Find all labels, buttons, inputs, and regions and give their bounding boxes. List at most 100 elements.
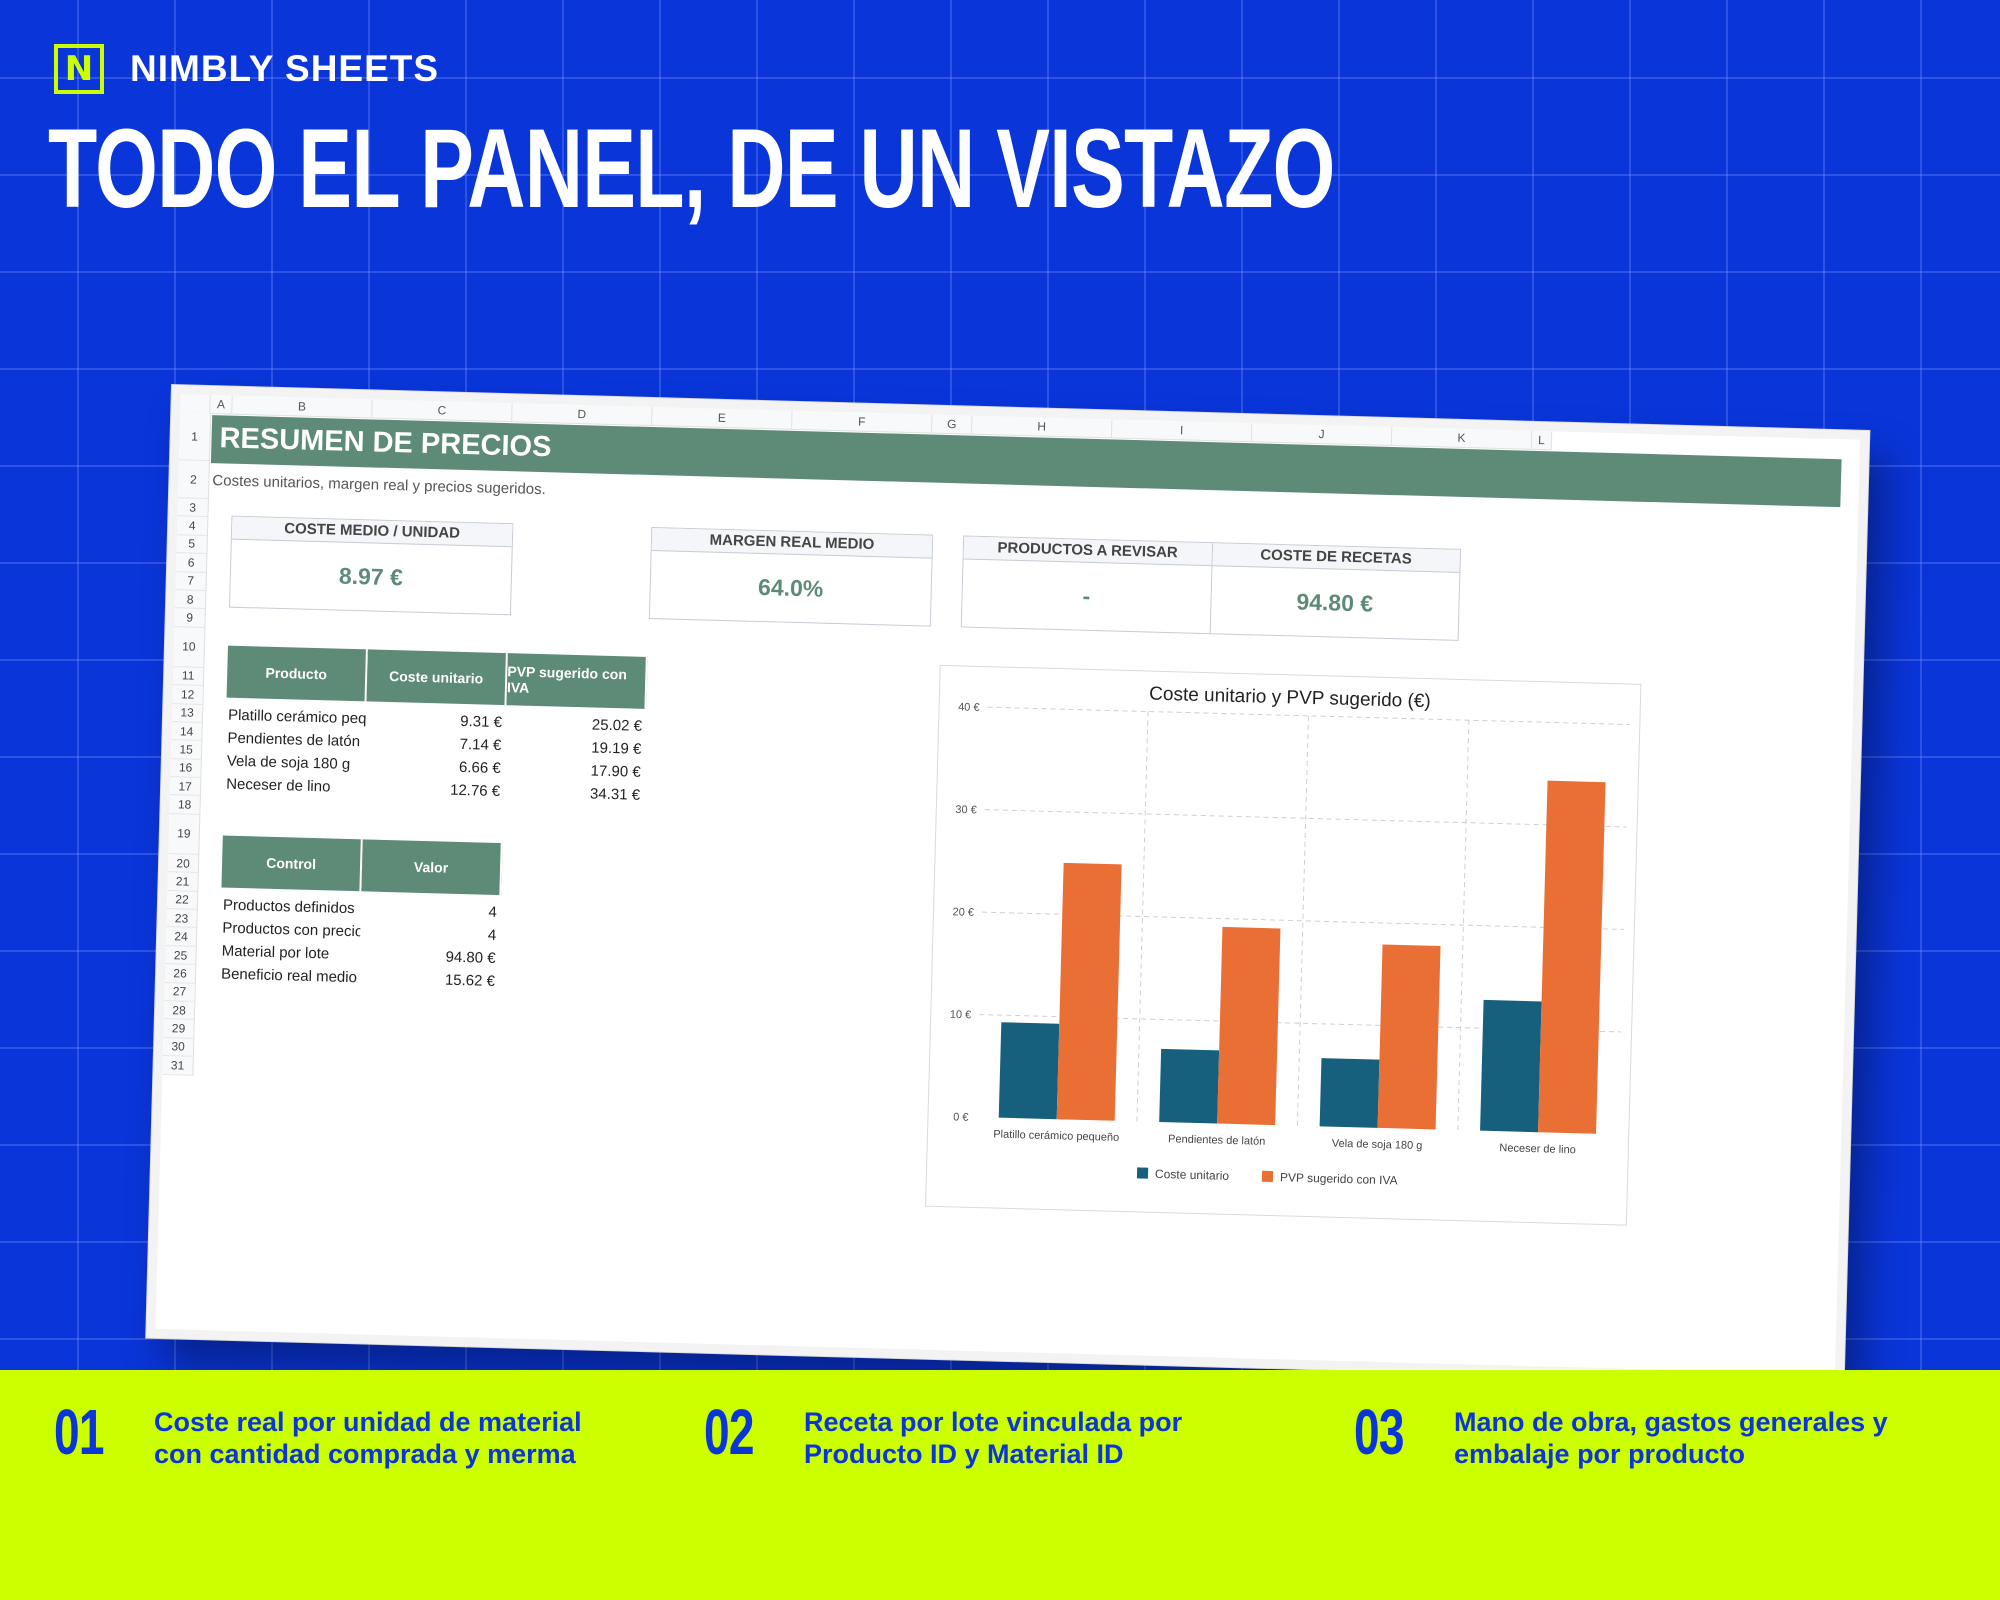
row-header-6[interactable]: 6 bbox=[175, 553, 207, 573]
feature-number: 01 bbox=[54, 1396, 105, 1468]
legend-label: Coste unitario bbox=[1155, 1167, 1230, 1183]
chart-title: Coste unitario y PVP sugerido (€) bbox=[1149, 684, 1431, 713]
y-tick-label: 40 € bbox=[958, 701, 980, 714]
cell-producto: Neceser de lino bbox=[225, 775, 331, 796]
row-header-23[interactable]: 23 bbox=[166, 909, 197, 929]
row-header-12[interactable]: 12 bbox=[172, 685, 203, 705]
gridline bbox=[987, 706, 1630, 726]
column-header-d[interactable]: D bbox=[512, 403, 653, 426]
column-header-j[interactable]: J bbox=[1251, 423, 1393, 446]
column-header-a[interactable]: A bbox=[210, 395, 233, 414]
gridline bbox=[982, 911, 1624, 930]
chart-svg: Coste unitario y PVP sugerido (€) 0 € 10 €… bbox=[950, 684, 1630, 1187]
column-header-g[interactable]: G bbox=[931, 414, 973, 434]
row-header-13[interactable]: 13 bbox=[171, 703, 203, 723]
brand: N NIMBLY SHEETS bbox=[54, 44, 439, 94]
row-header-1[interactable]: 1 bbox=[178, 412, 211, 462]
cell-control: Material por lote bbox=[221, 942, 330, 963]
row-header-4[interactable]: 4 bbox=[176, 516, 208, 536]
row-header-2[interactable]: 2 bbox=[177, 460, 209, 500]
cell-coste: 7.14 € bbox=[459, 735, 502, 755]
row-header-5[interactable]: 5 bbox=[176, 534, 207, 555]
bar-pvp bbox=[1377, 944, 1441, 1130]
page-headline: TODO EL PANEL, DE UN VISTAZO bbox=[48, 106, 1335, 231]
kpi-coste-recetas: COSTE DE RECETAS 94.80 € bbox=[1209, 543, 1461, 640]
column-header-b[interactable]: B bbox=[232, 395, 373, 418]
feature-text: Receta por lote vinculada por Producto I… bbox=[804, 1407, 1183, 1469]
kpi-group: PRODUCTOS A REVISAR - COSTE DE RECETAS 9… bbox=[960, 535, 1462, 641]
row-header-10[interactable]: 10 bbox=[173, 626, 205, 668]
y-tick-label: 20 € bbox=[952, 906, 974, 919]
cell-pvp: 25.02 € bbox=[591, 716, 643, 735]
table-header: Control Valor bbox=[221, 835, 503, 896]
kpi-value: 64.0% bbox=[757, 573, 824, 602]
sheet-subtitle: Costes unitarios, margen real y precios … bbox=[212, 472, 547, 499]
legend-swatch bbox=[1136, 1167, 1149, 1179]
y-tick-label: 0 € bbox=[953, 1111, 969, 1123]
cell-valor: 15.62 € bbox=[444, 971, 496, 990]
header-producto: Producto bbox=[226, 645, 368, 702]
row-header-19[interactable]: 19 bbox=[168, 813, 200, 855]
row-header-24[interactable]: 24 bbox=[165, 927, 197, 947]
column-header-k[interactable]: K bbox=[1391, 427, 1533, 449]
row-header-17[interactable]: 17 bbox=[169, 777, 201, 797]
brand-logo-icon: N bbox=[54, 44, 104, 94]
row-header-22[interactable]: 22 bbox=[166, 890, 198, 910]
y-tick-label: 10 € bbox=[950, 1009, 972, 1022]
row-header-15[interactable]: 15 bbox=[170, 740, 202, 760]
cell-producto: Pendientes de latón bbox=[227, 729, 361, 751]
row-header-11[interactable]: 11 bbox=[172, 666, 204, 687]
corner-cell bbox=[180, 394, 211, 414]
kpi-value: 94.80 € bbox=[1296, 588, 1374, 617]
header-control: Control bbox=[221, 835, 363, 892]
column-header-l[interactable]: L bbox=[1531, 430, 1553, 450]
gridline bbox=[984, 809, 1627, 828]
kpi-productos-revisar: PRODUCTOS A REVISAR - bbox=[962, 536, 1212, 633]
cell-control: Productos con precio rea bbox=[222, 919, 361, 941]
row-header-28[interactable]: 28 bbox=[163, 1001, 195, 1021]
row-header-26[interactable]: 26 bbox=[164, 964, 196, 984]
cell-coste: 9.31 € bbox=[460, 712, 503, 732]
x-tick-label: Vela de soja 180 g bbox=[1332, 1138, 1423, 1152]
column-header-h[interactable]: H bbox=[971, 415, 1113, 438]
row-header-3[interactable]: 3 bbox=[177, 498, 208, 518]
x-tick-label: Neceser de lino bbox=[1499, 1142, 1576, 1156]
row-header-16[interactable]: 16 bbox=[170, 758, 201, 778]
sheet-title: RESUMEN DE PRECIOS bbox=[219, 422, 552, 464]
row-header-30[interactable]: 30 bbox=[162, 1037, 194, 1057]
feature-2: 02 Receta por lote vinculada por Product… bbox=[704, 1400, 1274, 1470]
row-header-29[interactable]: 29 bbox=[163, 1019, 194, 1039]
feature-1: 01 Coste real por unidad de material con… bbox=[54, 1400, 624, 1470]
column-header-e[interactable]: E bbox=[652, 407, 793, 429]
bar-coste bbox=[1159, 1048, 1220, 1124]
row-header-14[interactable]: 14 bbox=[171, 722, 202, 742]
column-header-c[interactable]: C bbox=[372, 399, 513, 422]
cell-producto: Platillo cerámico pequeño bbox=[227, 706, 367, 728]
row-header-27[interactable]: 27 bbox=[164, 982, 195, 1002]
row-header-18[interactable]: 18 bbox=[169, 795, 200, 815]
control-table: Control Valor Productos definidos 4 Prod… bbox=[219, 835, 503, 994]
row-header-31[interactable]: 31 bbox=[162, 1056, 193, 1076]
column-header-i[interactable]: I bbox=[1111, 419, 1253, 442]
row-header-25[interactable]: 25 bbox=[165, 945, 196, 966]
cell-pvp: 34.31 € bbox=[589, 785, 641, 804]
cell-coste: 12.76 € bbox=[449, 781, 501, 801]
row-header-7[interactable]: 7 bbox=[175, 571, 206, 591]
row-header-8[interactable]: 8 bbox=[174, 590, 206, 610]
price-chart: Coste unitario y PVP sugerido (€) 0 € 10 €… bbox=[925, 664, 1642, 1226]
row-header-9[interactable]: 9 bbox=[174, 608, 205, 628]
header-coste: Coste unitario bbox=[366, 649, 508, 706]
cell-control: Beneficio real medio / uni bbox=[220, 965, 359, 987]
products-table: Producto Coste unitario PVP sugerido con… bbox=[224, 645, 648, 807]
feature-text: Coste real por unidad de material con ca… bbox=[154, 1407, 582, 1469]
feature-number: 03 bbox=[1354, 1396, 1405, 1468]
row-header-20[interactable]: 20 bbox=[167, 853, 199, 874]
kpi-value: - bbox=[1082, 582, 1091, 609]
x-tick-label: Platillo cerámico pequeño bbox=[993, 1128, 1119, 1143]
header-pvp: PVP sugerido con IVA bbox=[506, 653, 648, 709]
kpi-value: 8.97 € bbox=[338, 562, 404, 591]
cell-coste: 6.66 € bbox=[458, 758, 501, 778]
row-header-21[interactable]: 21 bbox=[167, 872, 198, 892]
column-header-f[interactable]: F bbox=[792, 410, 933, 433]
